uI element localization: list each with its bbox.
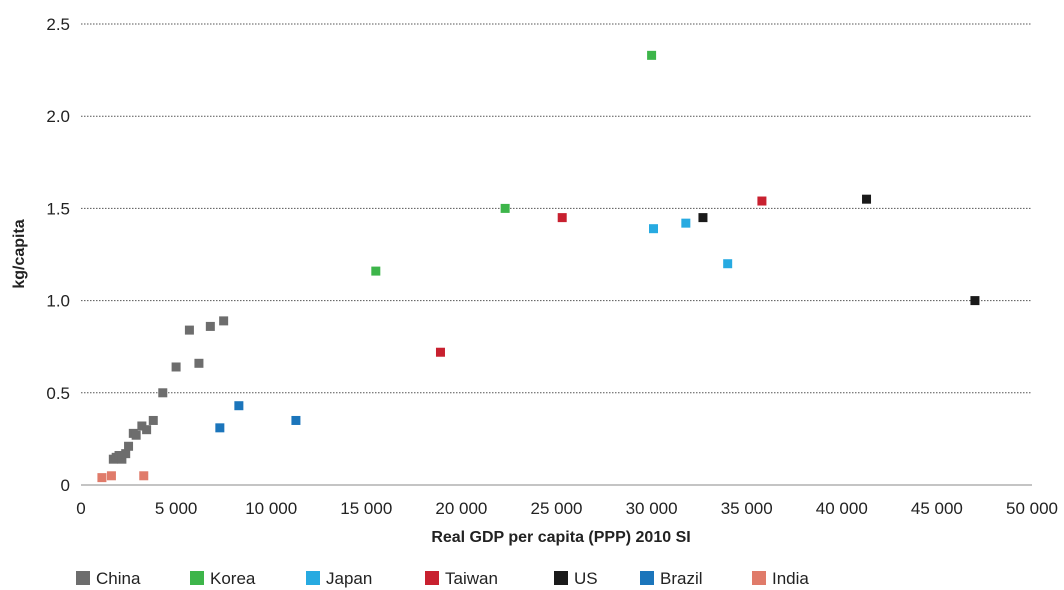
legend-swatch-us	[554, 571, 568, 585]
data-point-japan	[681, 218, 691, 228]
data-point-china	[137, 421, 147, 431]
data-point-taiwan	[435, 347, 445, 357]
data-point-korea	[647, 50, 657, 60]
gridlines	[81, 23, 1032, 394]
data-point-us	[970, 296, 980, 306]
data-point-china	[117, 454, 127, 464]
data-point-brazil	[215, 423, 225, 433]
x-tick-label: 40 000	[816, 499, 868, 518]
x-tick-label: 10 000	[245, 499, 297, 518]
legend-swatch-brazil	[640, 571, 654, 585]
data-point-brazil	[234, 401, 244, 411]
legend-label-korea: Korea	[210, 569, 256, 588]
data-point-taiwan	[557, 213, 567, 223]
x-tick-label: 15 000	[340, 499, 392, 518]
legend-swatch-china	[76, 571, 90, 585]
y-tick-label: 1.5	[46, 199, 70, 218]
y-axis-title: kg/capita	[11, 219, 28, 288]
legend-item-brazil: Brazil	[640, 569, 703, 588]
data-point-us	[862, 194, 872, 204]
legend-label-japan: Japan	[326, 569, 372, 588]
legend-label-brazil: Brazil	[660, 569, 703, 588]
y-tick-label: 2.0	[46, 107, 70, 126]
legend-item-japan: Japan	[306, 569, 372, 588]
data-point-japan	[649, 224, 659, 234]
data-point-china	[124, 441, 134, 451]
data-point-china	[148, 415, 158, 425]
data-points	[97, 50, 980, 483]
x-tick-labels: 0 5 000 10 000 15 000 20 000 25 000 30 000 35 0…	[76, 499, 1058, 518]
data-point-china	[121, 449, 131, 459]
data-point-korea	[500, 203, 510, 213]
y-tick-labels: 0 0.5 1.0 1.5 2.0 2.5	[46, 15, 70, 495]
data-point-india	[139, 471, 149, 481]
data-point-china	[158, 388, 168, 398]
data-point-korea	[371, 266, 381, 276]
y-tick-label: 0	[61, 476, 70, 495]
data-point-india	[106, 471, 116, 481]
x-tick-label: 0	[76, 499, 85, 518]
data-point-brazil	[291, 415, 301, 425]
x-tick-label: 45 000	[911, 499, 963, 518]
legend-label-china: China	[96, 569, 141, 588]
legend-swatch-japan	[306, 571, 320, 585]
x-tick-label: 25 000	[531, 499, 583, 518]
data-point-india	[97, 473, 107, 483]
x-tick-label: 35 000	[721, 499, 773, 518]
legend-item-china: China	[76, 569, 141, 588]
legend-swatch-korea	[190, 571, 204, 585]
data-point-china	[219, 316, 229, 326]
x-tick-label: 20 000	[435, 499, 487, 518]
x-tick-label: 30 000	[626, 499, 678, 518]
x-tick-label: 50 000	[1006, 499, 1058, 518]
legend-item-korea: Korea	[190, 569, 256, 588]
x-tick-label: 5 000	[155, 499, 198, 518]
legend-item-taiwan: Taiwan	[425, 569, 498, 588]
legend-item-us: US	[554, 569, 598, 588]
legend-swatch-india	[752, 571, 766, 585]
legend-label-india: India	[772, 569, 809, 588]
legend-label-us: US	[574, 569, 598, 588]
data-point-china	[142, 425, 152, 435]
data-point-china	[184, 325, 194, 335]
y-tick-label: 1.0	[46, 292, 70, 311]
y-tick-label: 0.5	[46, 384, 70, 403]
data-point-china	[131, 430, 141, 440]
legend: China Korea Japan Taiwan US Brazil India	[76, 569, 809, 588]
data-point-china	[205, 321, 215, 331]
data-point-china	[194, 358, 204, 368]
data-point-japan	[723, 259, 733, 269]
legend-label-taiwan: Taiwan	[445, 569, 498, 588]
x-axis-title: Real GDP per capita (PPP) 2010 SI	[431, 529, 690, 546]
legend-item-india: India	[752, 569, 809, 588]
data-point-taiwan	[757, 196, 767, 206]
data-point-china	[171, 362, 181, 372]
y-tick-label: 2.5	[46, 15, 70, 34]
legend-swatch-taiwan	[425, 571, 439, 585]
data-point-us	[698, 213, 708, 223]
